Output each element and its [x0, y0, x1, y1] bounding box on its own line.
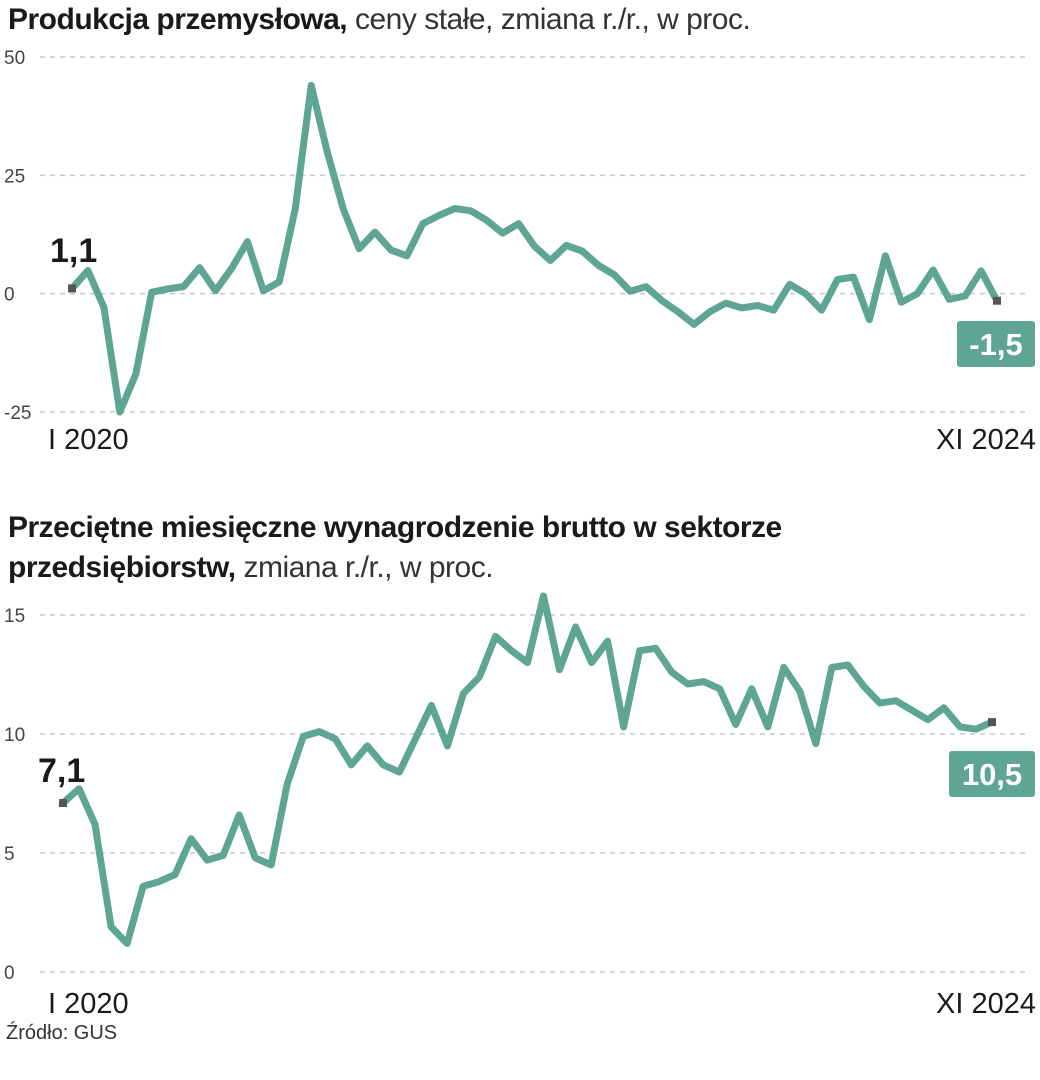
y-tick-label: 25 — [4, 166, 25, 187]
chart1-gridlines — [40, 56, 1030, 413]
y-tick-label: 0 — [4, 963, 15, 984]
y-tick-label: 15 — [4, 606, 25, 627]
chart2-end-marker — [988, 718, 996, 727]
chart2-end-value-label: 10,5 — [962, 757, 1022, 792]
y-tick-label: 5 — [4, 844, 15, 865]
chart2-x-end-label: XI 2024 — [936, 988, 1036, 1020]
chart2-title: Przeciętne miesięczne wynagrodzenie brut… — [8, 508, 782, 588]
source-note: Źródło: GUS — [6, 1022, 118, 1044]
chart1-y-ticks: 50 25 0 -25 — [4, 48, 31, 424]
chart2-gridlines — [40, 614, 1030, 973]
chart2-series-line — [59, 592, 996, 947]
chart1-title-bold: Produkcja przemysłowa, — [8, 3, 348, 36]
chart2-x-start-label: I 2020 — [48, 988, 129, 1020]
chart2-title-bold-line2: przedsiębiorstw, — [8, 551, 236, 584]
chart1-end-badge-box — [955, 319, 1037, 369]
chart1-subtitle: ceny stałe, zmiana r./r., w proc. — [354, 3, 751, 36]
chart2-title-bold-line1: Przeciętne miesięczne wynagrodzenie brut… — [8, 511, 782, 544]
chart2-end-value-badge: 10,5 — [947, 749, 1037, 799]
y-tick-label: 10 — [4, 725, 25, 746]
chart1-series-line — [68, 81, 1001, 416]
chart1-x-end-label: XI 2024 — [936, 424, 1036, 456]
chart2-start-value-label: 7,1 — [38, 752, 85, 790]
chart1-start-marker — [68, 284, 76, 293]
chart2-y-ticks: 15 10 5 0 — [4, 606, 25, 984]
chart1-end-value-label: -1,5 — [969, 327, 1022, 362]
chart1-start-value-label: 1,1 — [50, 232, 97, 270]
chart2-wages: 15 10 5 0 7,1 10,5 I 2020 XI 2024 — [4, 592, 1037, 1020]
chart1-end-value-badge: -1,5 — [955, 319, 1037, 369]
chart2-end-badge-box — [947, 749, 1037, 799]
chart1-x-start-label: I 2020 — [48, 424, 129, 456]
y-tick-label: 0 — [4, 285, 15, 306]
y-tick-label: -25 — [4, 403, 31, 424]
chart1-production: 50 25 0 -25 1,1 -1,5 I 2020 XI 2024 — [4, 48, 1037, 456]
chart2-start-marker — [59, 799, 67, 808]
chart1-title: Produkcja przemysłowa, ceny stałe, zmian… — [8, 0, 751, 40]
chart2-subtitle: zmiana r./r., w proc. — [243, 551, 494, 584]
y-tick-label: 50 — [4, 48, 25, 69]
chart1-end-marker — [993, 296, 1001, 305]
